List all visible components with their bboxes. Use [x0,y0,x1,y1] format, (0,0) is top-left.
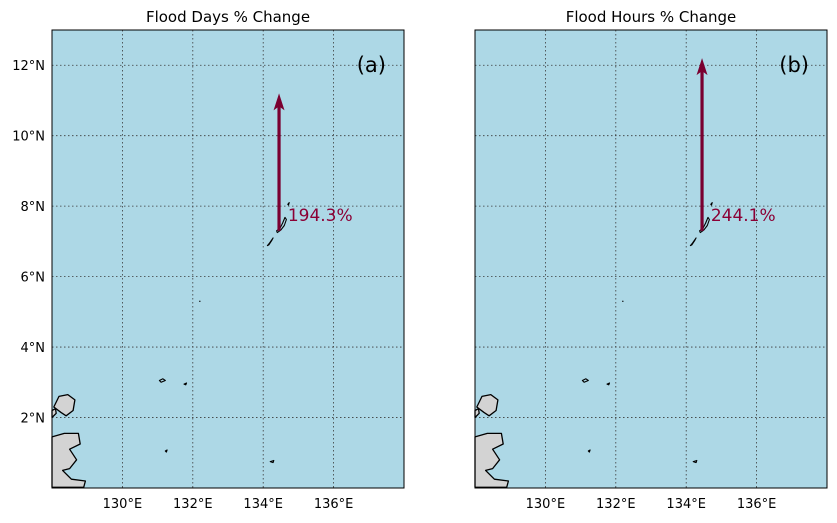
panel-title: Flood Hours % Change [566,8,737,26]
land-islet [587,449,591,453]
land-islet [164,449,168,453]
land-palau-south [689,237,697,247]
lat-tick-label: 2°N [21,412,46,427]
land-halmahera-main [474,432,510,488]
axes-frame [51,29,405,489]
lat-tick-label: 6°N [21,271,46,286]
ocean [475,30,827,488]
axes-frame [474,29,828,489]
lon-tick-label: 132°E [596,497,636,512]
lon-tick-label: 136°E [737,497,777,512]
percent-change-label: 244.1% [711,206,776,226]
lon-tick-label: 130°E [103,497,143,512]
land-islet [158,378,166,383]
latitude-ticks: 2°N 4°N 6°N 8°N 10°N 12°N [12,59,45,426]
percent-change-label: 194.3% [288,206,353,226]
land-islet [692,459,698,464]
panel-flood-hours: Flood Hours % Change 244.1% (b) 130°E 13… [474,8,828,512]
lat-tick-label: 4°N [21,341,46,356]
land [474,202,713,488]
land-islet [606,382,611,386]
longitude-ticks: 130°E 132°E 134°E 136°E [103,497,354,512]
land-islet [581,378,589,383]
land-halmahera-north [53,393,76,417]
arrow-head [696,58,708,76]
land-islet [622,300,624,302]
panel-letter: (b) [779,53,809,77]
change-arrow [273,93,285,231]
land-halmahera-main [51,432,87,488]
lon-tick-label: 134°E [243,497,283,512]
change-arrow [696,58,708,231]
panel-title: Flood Days % Change [146,8,310,26]
panel-letter: (a) [357,53,386,77]
land-halmahera-north [476,393,499,417]
gridlines [475,30,827,488]
land-palau-main [699,216,710,234]
land-palau-south [266,237,274,247]
lat-tick-label: 10°N [12,130,45,145]
lon-tick-label: 134°E [666,497,706,512]
lon-tick-label: 132°E [173,497,213,512]
lat-tick-label: 8°N [21,200,46,215]
lat-tick-label: 12°N [12,59,45,74]
lon-tick-label: 136°E [314,497,354,512]
land-palau-main [276,216,287,234]
gridlines [52,30,404,488]
ocean [52,30,404,488]
land-islet [287,202,290,206]
lon-tick-label: 130°E [526,497,566,512]
land-islet [710,202,713,206]
longitude-ticks: 130°E 132°E 134°E 136°E [526,497,777,512]
arrow-head [273,93,285,111]
land-islet [269,459,275,464]
land-islet [183,382,188,386]
land-islet [199,300,201,302]
panel-flood-days: Flood Days % Change 194.3% (a) 2°N 4°N 6… [12,8,405,512]
